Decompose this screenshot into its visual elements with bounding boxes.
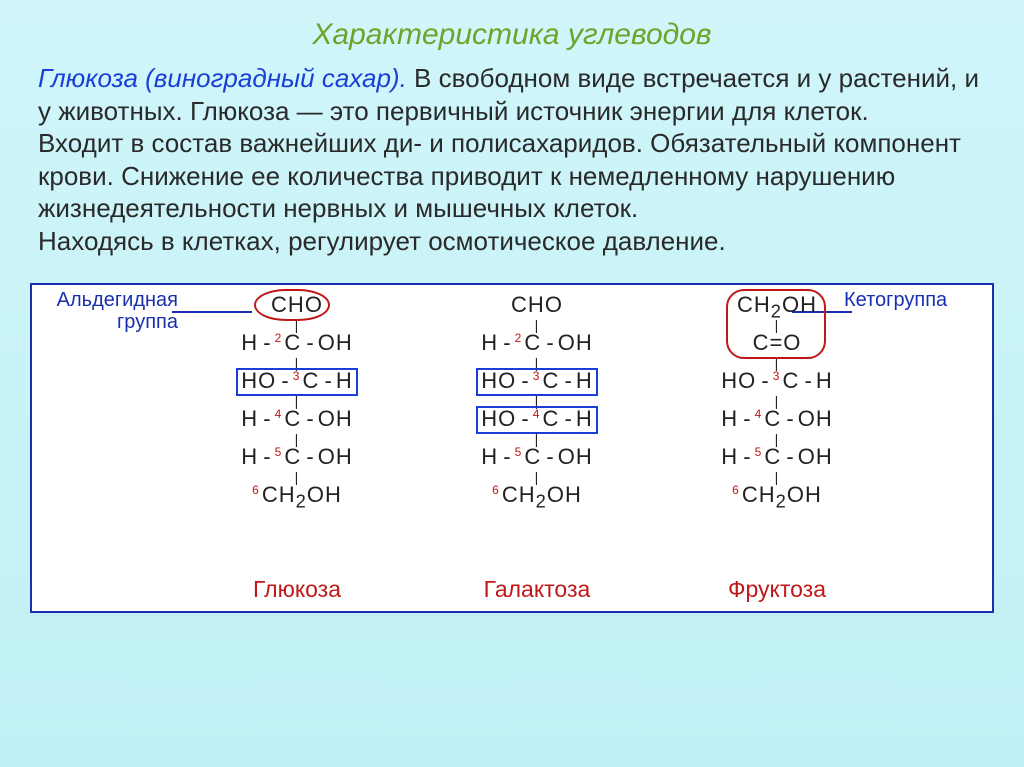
formula-row: HO - 4C - H xyxy=(477,407,597,433)
molecule-name-glucose: Глюкоза xyxy=(192,576,402,603)
formula-row: 6CH2OH xyxy=(477,483,597,509)
keto-highlight xyxy=(726,289,826,359)
body-text: Глюкоза (виноградный сахар). В свободном… xyxy=(0,62,1024,277)
formula-row: HO - 3C - H xyxy=(721,369,833,395)
formula-row: 6CH2OH xyxy=(721,483,833,509)
formula-row: H - 4C - OH xyxy=(237,407,357,433)
molecule-name-galactose: Галактоза xyxy=(432,576,642,603)
molecule-col-glucose: CHO|H - 2C - OH|HO - 3C - H|H - 4C - OH|… xyxy=(192,293,402,509)
formula-row: HO - 3C - H xyxy=(237,369,357,395)
formula-row: H - 5C - OH xyxy=(477,445,597,471)
formula-row: H - 5C - OH xyxy=(721,445,833,471)
aldehyde-highlight xyxy=(254,289,330,321)
aldehyde-label: Альдегидная группа xyxy=(38,289,178,333)
molecule-diagram: Альдегидная группа Кетогруппа CHO|H - 2C… xyxy=(30,283,994,613)
chain: CHO|H - 2C - OH|HO - 3C - H|HO - 4C - H|… xyxy=(477,293,597,509)
molecule-name-fructose: Фруктоза xyxy=(672,576,882,603)
para3: Находясь в клетках, регулирует осмотичес… xyxy=(38,226,726,256)
formula-row: HO - 3C - H xyxy=(477,369,597,395)
formula-row: 6CH2OH xyxy=(237,483,357,509)
formula-row: CHO xyxy=(477,293,597,319)
formula-row: H - 4C - OH xyxy=(721,407,833,433)
lead-phrase: Глюкоза (виноградный сахар). xyxy=(38,63,407,93)
chain: CHO|H - 2C - OH|HO - 3C - H|H - 4C - OH|… xyxy=(237,293,357,509)
title-text: Характеристика углеводов xyxy=(312,18,711,51)
para2: Входит в состав важнейших ди- и полисаха… xyxy=(38,128,961,223)
slide-title: Характеристика углеводов xyxy=(0,0,1024,62)
formula-row: H - 2C - OH xyxy=(237,331,357,357)
formula-row: H - 5C - OH xyxy=(237,445,357,471)
molecule-col-galactose: CHO|H - 2C - OH|HO - 3C - H|HO - 4C - H|… xyxy=(432,293,642,509)
formula-row: H - 2C - OH xyxy=(477,331,597,357)
